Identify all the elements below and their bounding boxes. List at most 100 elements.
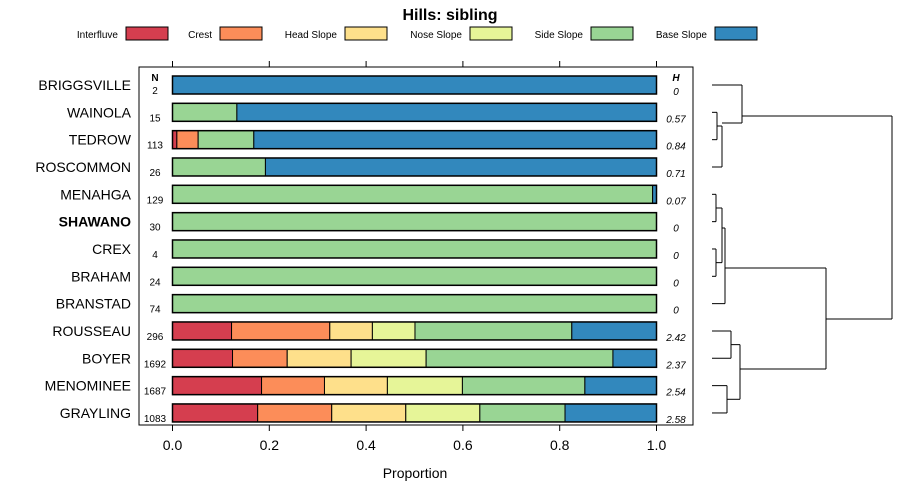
legend-label: Nose Slope (410, 30, 462, 41)
n-value: 1692 (144, 359, 167, 370)
bar-outline (171, 321, 658, 341)
n-value: 74 (149, 305, 161, 316)
bar-segment (172, 102, 238, 122)
row-label: BRAHAM (71, 268, 131, 284)
legend-label: Side Slope (535, 30, 584, 41)
h-value: 0.84 (666, 142, 686, 153)
n-value: 24 (149, 277, 161, 288)
bar-segment (172, 294, 657, 314)
bar-outline (171, 157, 658, 177)
h-value: 2.54 (665, 388, 686, 399)
n-value: 1687 (144, 387, 167, 398)
legend-swatch (219, 26, 263, 41)
bar-row: ROSCOMMON 26 0.71 (35, 157, 686, 180)
bar-outline (171, 102, 658, 123)
bar-segment (479, 403, 566, 423)
bar-segment (172, 348, 234, 368)
x-axis-label: Proportion (383, 465, 448, 481)
bar-row: WAINOLA 15 0.57 (67, 102, 686, 125)
bar-outline (171, 293, 658, 314)
bar-rows: BRIGGSVILLE 2 0 WAINOLA 15 0.57 TEDROW 113 0.84 R… (35, 75, 686, 426)
bar-segment (232, 348, 288, 368)
legend: Interfluve Crest Head Slope Nose Slope Side … (77, 26, 758, 41)
bar-segment (236, 102, 657, 122)
bar-segment (172, 157, 266, 177)
bar-segment (405, 403, 481, 423)
h-value: 0 (673, 306, 679, 317)
x-tick-label: 0.6 (453, 437, 473, 453)
bar-row: BRAHAM 24 0 (71, 266, 679, 289)
x-tick-label: 0.2 (260, 437, 280, 453)
bar-segment (172, 75, 657, 95)
h-column-header: H (672, 73, 680, 84)
bar-outline (171, 375, 658, 396)
row-label: TEDROW (69, 132, 132, 148)
row-label: MENAHGA (60, 186, 131, 202)
bar-segment (176, 130, 199, 150)
legend-swatch (344, 26, 388, 41)
bar-row: SHAWANO 30 0 (59, 211, 679, 235)
bar-outline (171, 266, 658, 287)
bar-segment (172, 184, 654, 204)
bar-row: MENOMINEE 1687 2.54 (45, 375, 686, 399)
x-axis: 0.0 0.2 0.4 0.6 0.8 1.0 (163, 61, 667, 453)
bar-segment (253, 130, 657, 150)
h-value: 2.42 (665, 333, 686, 344)
bar-segment (329, 321, 373, 341)
bar-segment (371, 321, 416, 341)
x-tick-label: 0.0 (163, 437, 183, 453)
bar-row: CREX 4 0 (92, 239, 679, 262)
bar-outline (171, 211, 658, 232)
bar-segment (264, 157, 657, 177)
bar-segment (425, 348, 614, 368)
n-value: 30 (149, 223, 161, 234)
bar-row: BOYER 1692 2.37 (82, 348, 686, 371)
x-tick-label: 1.0 (647, 437, 667, 453)
h-value: 0.71 (666, 169, 685, 180)
bar-outline (171, 348, 658, 369)
bar-segment (571, 321, 657, 341)
row-label: BOYER (82, 350, 131, 366)
bar-segment (612, 348, 658, 368)
row-label: BRANSTAD (56, 296, 131, 312)
h-value: 0 (673, 87, 679, 98)
legend-label: Crest (188, 30, 212, 41)
bar-segment (350, 348, 427, 368)
h-value: 0.57 (666, 114, 686, 125)
bar-segment (172, 376, 263, 396)
n-value: 113 (147, 141, 163, 152)
bar-segment (172, 239, 657, 259)
n-value: 1083 (144, 414, 167, 425)
h-value: 0 (673, 251, 679, 262)
bar-segment (172, 403, 259, 423)
row-label: MENOMINEE (45, 378, 131, 394)
x-tick-label: 0.4 (356, 437, 376, 453)
row-label: SHAWANO (59, 214, 131, 230)
bar-segment (261, 376, 325, 396)
bar-segment (386, 376, 463, 396)
h-value: 0 (673, 224, 679, 235)
h-value: 0.07 (666, 196, 686, 207)
legend-swatch (125, 26, 169, 41)
row-label: BRIGGSVILLE (38, 77, 131, 93)
bar-segment (172, 212, 657, 232)
bar-row: ROUSSEAU 296 2.42 (52, 321, 686, 344)
bar-segment (172, 266, 657, 286)
bar-segment (331, 403, 407, 423)
bar-segment (286, 348, 352, 368)
dendrogram (712, 84, 893, 414)
row-label: ROSCOMMON (35, 159, 131, 175)
chart-title: Hills: sibling (402, 7, 497, 24)
row-label: WAINOLA (67, 104, 132, 120)
bar-segment (172, 321, 233, 341)
row-label: ROUSSEAU (52, 323, 131, 339)
n-column-header: N (151, 73, 158, 84)
h-value: 2.37 (665, 360, 686, 371)
legend-swatch (714, 26, 758, 41)
bar-segment (414, 321, 573, 341)
bar-row: BRIGGSVILLE 2 0 (38, 75, 679, 98)
row-label: CREX (92, 241, 132, 257)
bar-segment (584, 376, 657, 396)
row-label: GRAYLING (60, 405, 131, 421)
